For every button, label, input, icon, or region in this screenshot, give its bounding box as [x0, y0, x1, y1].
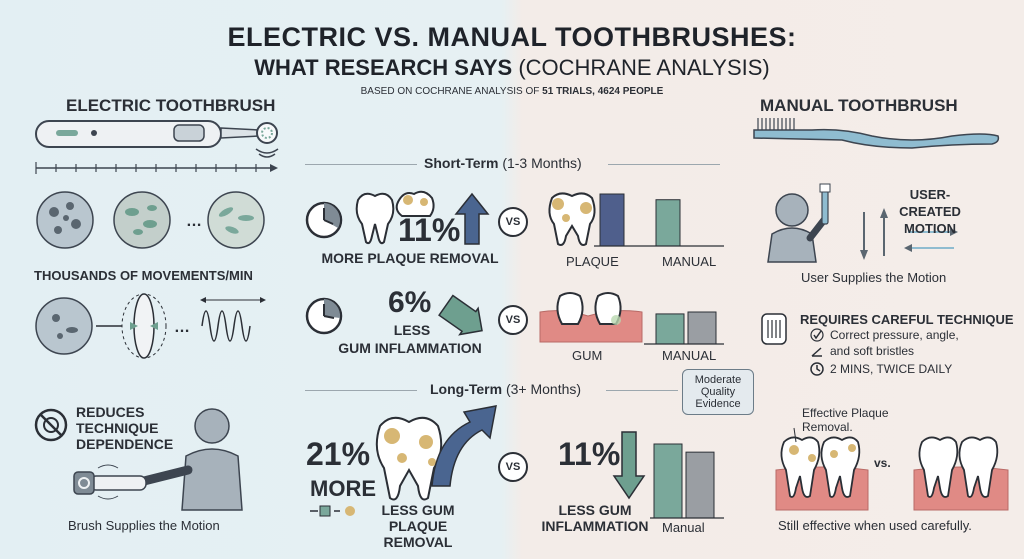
plaque-teeth-icon	[548, 192, 596, 246]
chart-bar	[685, 451, 715, 519]
long-plaque-pct: 21%	[306, 436, 371, 472]
short-plaque-caption: MORE PLAQUE REMOVAL	[321, 250, 499, 266]
manual-axis-label: MANUAL	[662, 254, 717, 269]
long-term-bold: Long-Term	[430, 381, 503, 397]
movements-label: THOUSANDS OF MOVEMENTS/MIN	[34, 268, 253, 283]
short-term-light: (1-3 Months)	[502, 155, 582, 171]
clock-icon	[305, 201, 343, 239]
plaque-removal-label: Effective Plaque Removal.	[802, 406, 889, 434]
divider-right-short	[608, 164, 720, 165]
short-term-bold: Short-Term	[424, 155, 499, 171]
manual-heading: MANUAL TOOTHBRUSH	[760, 96, 958, 115]
source-bold: 51 TRIALS, 4624 PEOPLE	[542, 86, 664, 97]
chart-bar	[655, 199, 681, 247]
short-term-label: Short-Term (1-3 Months)	[424, 155, 582, 171]
manual-axis-label: MANUAL	[662, 348, 717, 363]
comparison-teeth-icon	[775, 427, 1009, 511]
page-title: ELECTRIC VS. MANUAL TOOTHBRUSHES:	[227, 22, 797, 52]
clock-icon	[305, 297, 343, 335]
short-gum-pct: 6%	[388, 286, 432, 319]
gum-teeth-icon	[539, 292, 643, 343]
user-motion-label: USER-CREATED MOTION	[899, 187, 961, 236]
check-icon	[810, 328, 824, 342]
short-gum-caption-2: GUM INFLAMMATION	[338, 340, 482, 356]
vs-circle: VS	[498, 452, 528, 482]
short-plaque-pct: 11%	[398, 212, 461, 248]
timer-icon	[810, 362, 824, 376]
user-motion-caption: User Supplies the Motion	[801, 270, 947, 285]
long-gum-pct: 11%	[558, 436, 621, 472]
chart-bar	[599, 193, 625, 247]
evidence-badge: Moderate Quality Evidence	[682, 369, 754, 415]
brush-motion-caption: Brush Supplies the Motion	[68, 518, 220, 533]
svg-text:…: …	[174, 319, 190, 336]
technique-item-3: 2 MINS, TWICE DAILY	[830, 362, 953, 376]
source-prefix: BASED ON COCHRANE ANALYSIS OF	[360, 86, 540, 97]
person-electric-brush-icon	[73, 408, 243, 511]
brush-head-icon	[761, 313, 787, 345]
tooth-icon	[355, 192, 395, 245]
source-note: BASED ON COCHRANE ANALYSIS OF 51 TRIALS,…	[0, 86, 1024, 97]
long-term-chart	[650, 443, 724, 519]
page-subtitle: WHAT RESEARCH SAYS (COCHRANE ANALYSIS)	[0, 55, 1024, 81]
divider-left-short	[305, 164, 417, 165]
svg-text:…: …	[186, 213, 202, 230]
person-manual-brush-icon	[767, 183, 831, 263]
down-arrow-icon	[438, 294, 483, 336]
chart-bar	[653, 443, 683, 519]
vs-circle: VS	[498, 207, 528, 237]
long-term-light: (3+ Months)	[505, 381, 582, 397]
divider-left-long	[305, 390, 417, 391]
angle-icon	[811, 347, 822, 357]
green-down-arrow-icon	[612, 431, 646, 500]
large-up-arrow-icon	[431, 405, 497, 487]
gum-axis-label: GUM	[572, 348, 603, 363]
timeline-ruler-icon	[35, 162, 278, 174]
short-gum-chart	[644, 311, 724, 345]
legend-swatch-icon	[310, 505, 355, 517]
large-plaque-tooth-icon	[375, 416, 443, 501]
technique-dependence-label: REDUCES TECHNIQUE DEPENDENCE	[76, 404, 174, 452]
long-plaque-caption: LESS GUM PLAQUE REMOVAL	[381, 502, 455, 550]
closing-caption: Still effective when used carefully.	[778, 518, 972, 533]
manual-toothbrush-icon	[753, 118, 1000, 149]
long-term-label: Long-Term (3+ Months)	[430, 381, 581, 397]
long-manual-axis-label: Manual	[662, 520, 705, 535]
short-plaque-chart	[594, 193, 724, 247]
motion-arrows-icon	[860, 208, 958, 260]
subtitle-bold: WHAT RESEARCH SAYS	[254, 55, 513, 80]
chart-bar	[655, 313, 685, 345]
technique-item-2: and soft bristles	[830, 344, 915, 358]
oscillation-icon: …	[35, 293, 266, 359]
vs-circle: VS	[498, 305, 528, 335]
electric-toothbrush-icon	[35, 120, 279, 158]
technique-heading: REQUIRES CAREFUL TECHNIQUE	[800, 312, 1014, 327]
divider-right-long	[606, 390, 678, 391]
short-gum-caption-1: LESS	[393, 322, 431, 338]
no-technique-icon	[34, 408, 68, 442]
up-arrow-icon	[454, 192, 490, 245]
technique-item-1: Correct pressure, angle,	[830, 328, 959, 342]
bacteria-circles-icon: …	[36, 191, 265, 249]
long-plaque-more: MORE	[310, 476, 376, 501]
plaque-axis-label: PLAQUE	[566, 254, 619, 269]
chart-bar	[687, 311, 717, 345]
vs-small-label: vs.	[874, 456, 891, 470]
long-gum-caption: LESS GUM INFLAMMATION	[541, 502, 649, 534]
plaque-tooth-icon	[395, 190, 435, 217]
electric-heading: ELECTRIC TOOTHBRUSH	[66, 96, 276, 115]
subtitle-light: (COCHRANE ANALYSIS)	[518, 55, 770, 80]
